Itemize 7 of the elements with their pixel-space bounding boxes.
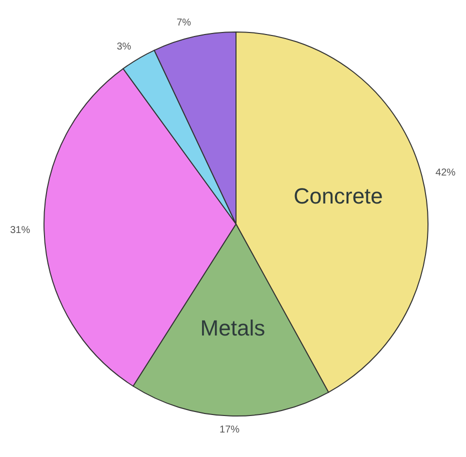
- slice-label: Metals: [200, 315, 266, 340]
- data-label: 42%: [436, 167, 456, 178]
- data-label: 7%: [176, 18, 192, 29]
- data-label: 31%: [10, 225, 30, 236]
- data-label: 3%: [116, 41, 132, 52]
- data-label: 17%: [220, 424, 240, 436]
- slice-label: Concrete: [294, 184, 383, 209]
